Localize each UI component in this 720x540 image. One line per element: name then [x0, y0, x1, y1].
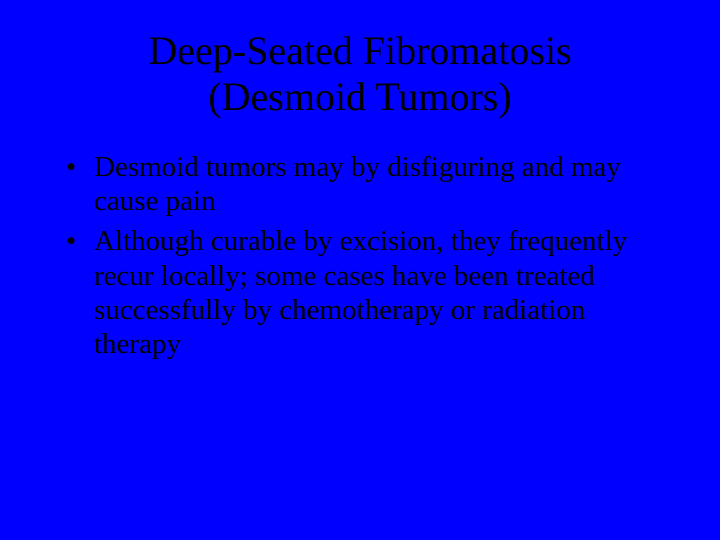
bullet-text: Desmoid tumors may by disfiguring and ma… [94, 151, 621, 217]
slide: Deep-Seated Fibromatosis (Desmoid Tumors… [0, 0, 720, 540]
slide-title: Deep-Seated Fibromatosis (Desmoid Tumors… [50, 28, 670, 120]
title-line-2: (Desmoid Tumors) [208, 74, 511, 119]
bullet-item: Desmoid tumors may by disfiguring and ma… [60, 150, 670, 218]
bullet-list: Desmoid tumors may by disfiguring and ma… [60, 150, 670, 361]
bullet-text: Although curable by excision, they frequ… [94, 225, 627, 360]
title-line-1: Deep-Seated Fibromatosis [148, 28, 571, 73]
bullet-item: Although curable by excision, they frequ… [60, 224, 670, 361]
